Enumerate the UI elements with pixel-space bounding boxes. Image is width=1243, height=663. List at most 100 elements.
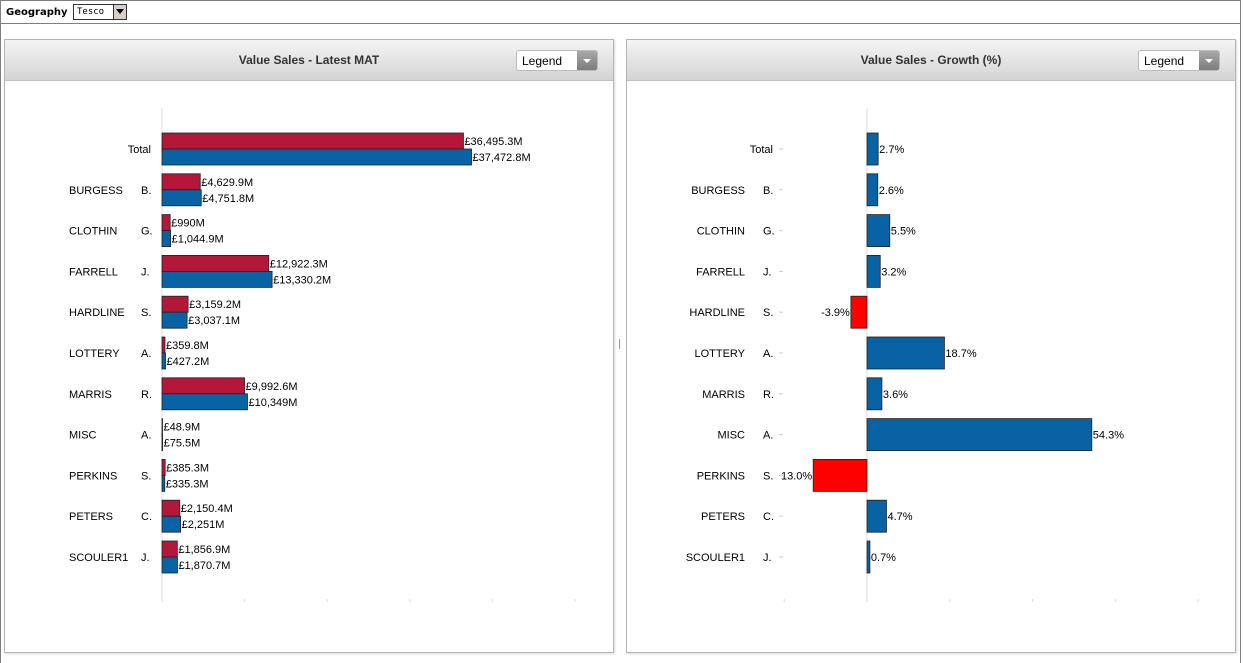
chart-title: Value Sales - Latest MAT xyxy=(238,53,380,67)
data-label: £335.3M xyxy=(166,478,209,490)
category-label: FARRELL xyxy=(69,266,118,278)
data-label: £75.5M xyxy=(164,438,201,450)
data-label: £1,856.9M xyxy=(178,544,230,556)
category-label: PERKINS xyxy=(69,470,117,482)
data-label: £10,349M xyxy=(248,397,297,409)
panel-header: Value Sales - Growth (%) Legend xyxy=(627,40,1235,81)
data-label: £48.9M xyxy=(164,422,201,434)
data-label: 54.3% xyxy=(1093,430,1124,442)
category-initial: A. xyxy=(141,348,151,360)
bar xyxy=(161,254,270,272)
bar xyxy=(161,336,166,354)
bar xyxy=(161,311,188,329)
category-initial: J. xyxy=(763,552,772,564)
bar xyxy=(161,189,202,207)
category-label: PERKINS xyxy=(697,470,745,482)
bar xyxy=(812,458,868,492)
data-label: -3.9% xyxy=(821,307,850,319)
data-label: £427.2M xyxy=(167,356,210,368)
bar xyxy=(161,540,178,558)
bar xyxy=(866,377,883,411)
category-initial: S. xyxy=(141,470,151,482)
category-label: SCOULER1 xyxy=(69,552,128,564)
data-label: £37,472.8M xyxy=(473,152,531,164)
bar xyxy=(161,270,273,288)
category-label: SCOULER1 xyxy=(686,552,745,564)
category-label: CLOTHIN xyxy=(697,226,745,238)
category-label: HARDLINE xyxy=(689,307,745,319)
bar xyxy=(866,499,887,533)
bar xyxy=(161,556,178,574)
bar xyxy=(850,295,868,329)
value-sales-chart: Total £36,495.3M £37,472.8M BURGESS B. £4,629… xyxy=(69,108,576,602)
bar xyxy=(161,499,181,517)
category-initial: R. xyxy=(141,389,152,401)
category-initial: A. xyxy=(763,430,773,442)
legend-dropdown[interactable]: Legend xyxy=(516,50,598,71)
category-label: MARRIS xyxy=(702,389,745,401)
data-label: £1,044.9M xyxy=(172,234,224,246)
bar xyxy=(866,214,891,248)
splitter-handle[interactable] xyxy=(619,339,620,349)
category-label: MARRIS xyxy=(69,389,112,401)
category-initial: S. xyxy=(141,307,151,319)
geography-label: Geography xyxy=(6,7,68,18)
data-label: £12,922.3M xyxy=(270,258,328,270)
data-label: 0.7% xyxy=(871,552,896,564)
bar xyxy=(161,295,189,313)
bar xyxy=(161,377,245,395)
geography-select[interactable]: Tesco xyxy=(73,4,127,20)
data-label: £13,330.2M xyxy=(273,274,331,286)
category-label: MISC xyxy=(718,430,746,442)
chevron-down-icon[interactable] xyxy=(1199,51,1219,70)
category-label: BURGESS xyxy=(691,185,745,197)
filter-bar: Geography Tesco xyxy=(0,0,1241,24)
value-sales-panel: Value Sales - Latest MAT Legend Total £36… xyxy=(4,39,614,653)
bar xyxy=(866,540,871,574)
data-label: £2,150.4M xyxy=(181,503,233,515)
legend-dropdown[interactable]: Legend xyxy=(1138,50,1220,71)
growth-chart: Total 2.7% BURGESS B. 2.6% CLOTHIN G. 5.5% FARRE… xyxy=(686,108,1199,602)
bar xyxy=(866,418,1093,452)
bar xyxy=(161,434,164,452)
bar xyxy=(161,515,181,533)
data-label: 3.2% xyxy=(881,266,906,278)
geography-select-value: Tesco xyxy=(77,7,105,17)
category-label: LOTTERY xyxy=(69,348,120,360)
data-label: 4.7% xyxy=(887,511,912,523)
bar xyxy=(866,254,881,288)
bar xyxy=(866,173,879,207)
category-initial: A. xyxy=(141,430,151,442)
data-label: 13.0% xyxy=(781,470,812,482)
category-initial: J. xyxy=(141,266,150,278)
category-initial: C. xyxy=(141,511,152,523)
dashboard-frame xyxy=(0,24,1241,663)
data-label: 18.7% xyxy=(945,348,976,360)
chevron-down-icon[interactable] xyxy=(113,5,126,19)
category-label: PETERS xyxy=(69,511,113,523)
category-label: BURGESS xyxy=(69,185,123,197)
data-label: £2,251M xyxy=(182,519,225,531)
category-label: CLOTHIN xyxy=(69,226,117,238)
category-label: HARDLINE xyxy=(69,307,125,319)
category-label: FARRELL xyxy=(696,266,745,278)
bar xyxy=(161,148,472,166)
bar xyxy=(866,336,945,370)
growth-panel: Value Sales - Growth (%) Legend Total 2.7… xyxy=(626,39,1236,653)
bar xyxy=(161,352,166,370)
data-label: 3.6% xyxy=(883,389,908,401)
category-label: PETERS xyxy=(701,511,745,523)
chart-title: Value Sales - Growth (%) xyxy=(860,53,1002,67)
category-initial: S. xyxy=(763,470,773,482)
category-initial: B. xyxy=(141,185,151,197)
data-label: £36,495.3M xyxy=(464,136,522,148)
bar xyxy=(161,458,166,476)
data-label: £385.3M xyxy=(166,462,209,474)
data-label: 2.6% xyxy=(879,185,904,197)
category-initial: A. xyxy=(763,348,773,360)
category-label: MISC xyxy=(69,430,97,442)
chevron-down-icon[interactable] xyxy=(577,51,597,70)
category-initial: R. xyxy=(763,389,774,401)
data-label: £3,159.2M xyxy=(189,299,241,311)
bar xyxy=(161,132,464,150)
